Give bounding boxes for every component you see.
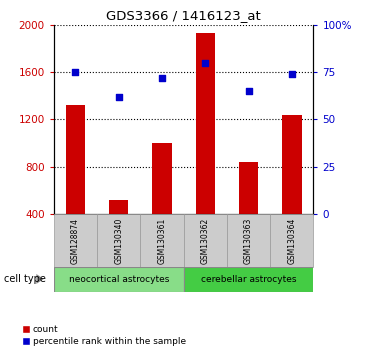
Bar [97,214,140,267]
Text: GSM130361: GSM130361 [158,218,167,264]
Bar [227,214,270,267]
Title: GDS3366 / 1416123_at: GDS3366 / 1416123_at [106,9,261,22]
Bar [270,214,313,267]
Bar [282,115,302,214]
Bar [184,214,227,267]
Point [246,88,252,94]
Point [159,75,165,81]
Bar [196,33,215,214]
Bar [184,267,313,292]
Bar [140,214,184,267]
Text: GSM130364: GSM130364 [288,217,296,264]
Bar [54,214,97,267]
Bar [66,105,85,214]
Point [202,60,208,65]
Text: GSM130340: GSM130340 [114,217,123,264]
Legend: count, percentile rank within the sample: count, percentile rank within the sample [23,325,186,346]
Point [116,94,122,99]
Point [289,71,295,77]
Bar [54,267,184,292]
Polygon shape [36,274,44,284]
Point [72,69,78,75]
Bar [239,162,258,214]
Text: GSM130363: GSM130363 [244,217,253,264]
Text: cell type: cell type [4,274,46,284]
Bar [109,200,128,214]
Text: cerebellar astrocytes: cerebellar astrocytes [201,275,296,284]
Text: GSM130362: GSM130362 [201,218,210,264]
Bar [152,143,172,214]
Text: neocortical astrocytes: neocortical astrocytes [69,275,169,284]
Text: GSM128874: GSM128874 [71,218,80,264]
